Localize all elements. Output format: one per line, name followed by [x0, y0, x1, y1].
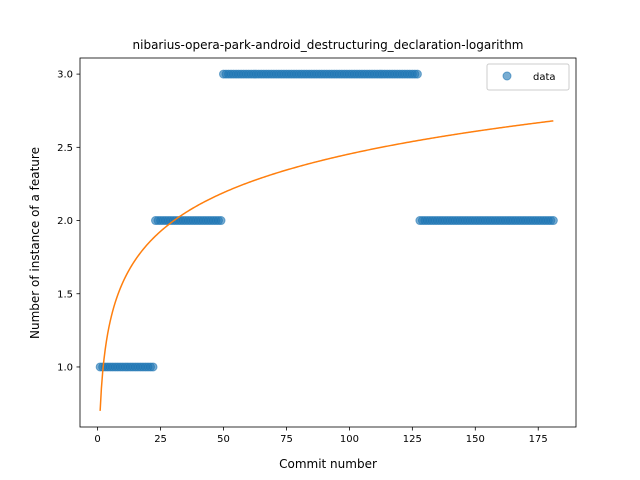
x-tick-label: 150 [466, 434, 485, 445]
x-axis-label: Commit number [279, 457, 377, 471]
x-tick-label: 75 [280, 434, 293, 445]
axes: 0 25 50 75 100 125 150 175 1.0 1.5 2.0 2.5 3.0 [57, 57, 577, 445]
x-tick-label: 175 [529, 434, 548, 445]
data-point [216, 216, 226, 226]
y-axis-label: Number of instance of a feature [28, 147, 42, 339]
fit-line [99, 120, 554, 411]
x-tick-label: 25 [154, 434, 167, 445]
data-point [412, 69, 422, 79]
legend-marker [502, 71, 512, 81]
data-point [148, 362, 158, 372]
legend-box [486, 63, 570, 91]
legend-label: data [533, 72, 556, 83]
plot-area [95, 69, 558, 411]
x-tick-label: 0 [94, 434, 100, 445]
x-tick-label: 100 [340, 434, 359, 445]
x-tick-label: 125 [403, 434, 422, 445]
x-tick-label: 50 [217, 434, 230, 445]
data-point [548, 216, 558, 226]
chart-title: nibarius-opera-park-android_destructurin… [133, 38, 524, 52]
axes-frame [79, 57, 577, 428]
legend: data [486, 63, 570, 91]
y-tick-label: 2.5 [57, 143, 73, 154]
y-tick-label: 1.0 [57, 362, 73, 373]
y-tick-label: 1.5 [57, 289, 73, 300]
y-tick-label: 2.0 [57, 216, 73, 227]
y-tick-label: 3.0 [57, 70, 73, 81]
